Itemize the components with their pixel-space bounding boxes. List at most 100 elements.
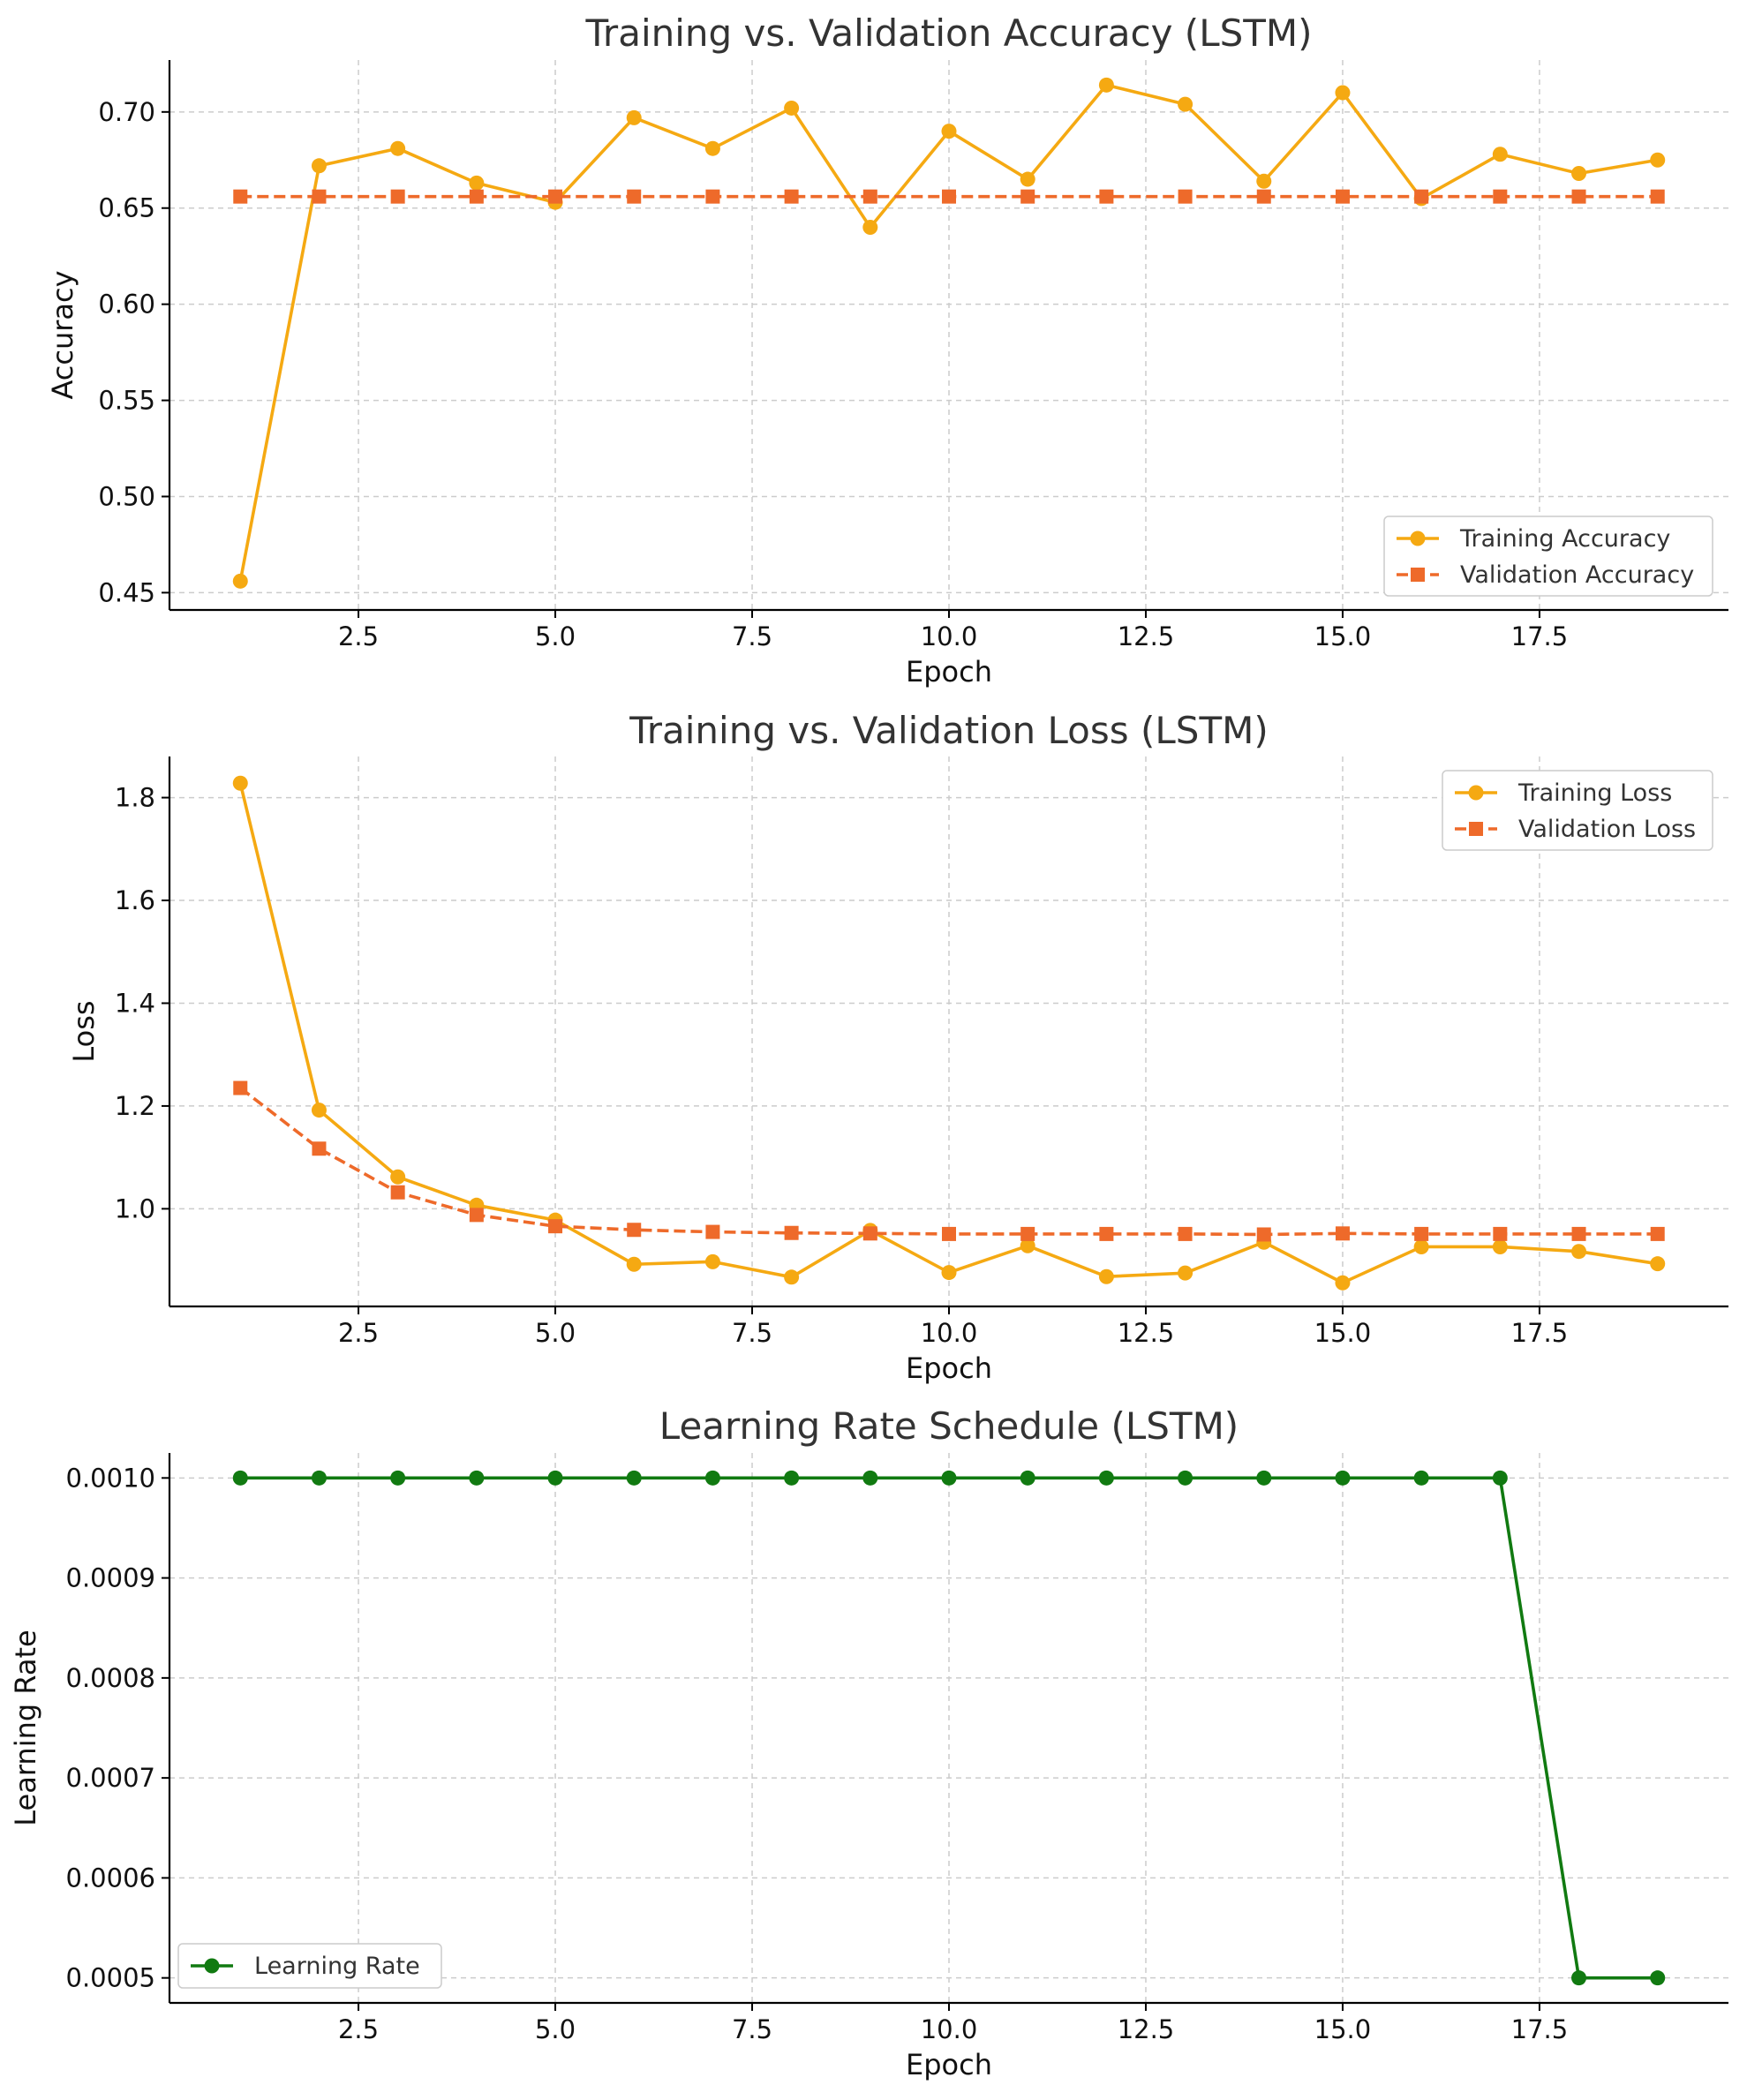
x-tick-label: 5.0 (535, 2014, 576, 2044)
y-tick-label: 1.8 (115, 783, 155, 813)
data-point-square (1099, 189, 1114, 204)
y-tick-label: 0.0010 (66, 1463, 155, 1493)
data-point-square (1335, 189, 1350, 204)
y-tick-label: 1.0 (115, 1193, 155, 1223)
x-tick-label: 5.0 (535, 621, 576, 651)
y-axis-label: Accuracy (46, 270, 79, 399)
data-point-circle (1098, 77, 1114, 93)
data-point-square (705, 189, 720, 204)
data-point-circle (704, 1470, 720, 1486)
data-point-circle (1020, 1238, 1035, 1253)
data-point-square (1571, 189, 1586, 204)
x-tick-label: 10.0 (921, 2014, 978, 2044)
data-point-square (548, 1219, 563, 1234)
chart-title: Learning Rate Schedule (LSTM) (659, 1404, 1239, 1448)
x-tick-label: 10.0 (921, 1318, 978, 1348)
data-point-circle (1413, 1470, 1429, 1486)
data-point-circle (1256, 173, 1272, 189)
x-axis-label: Epoch (906, 655, 992, 689)
data-point-square (312, 1141, 327, 1156)
data-point-circle (1650, 1256, 1666, 1272)
data-point-square (1414, 189, 1429, 204)
data-point-circle (1178, 1470, 1194, 1486)
y-tick-label: 0.55 (98, 386, 155, 416)
data-point-square (942, 189, 956, 204)
data-point-square (1256, 189, 1271, 204)
x-axis-label: Epoch (906, 2048, 992, 2081)
data-point-circle (1571, 1244, 1587, 1260)
x-tick-label: 17.5 (1511, 2014, 1569, 2044)
series-validation-loss (233, 1080, 1665, 1242)
data-point-square (1099, 1226, 1114, 1241)
legend-marker-circle (1410, 531, 1426, 546)
legend-label: Learning Rate (254, 1953, 420, 1980)
legend-label: Validation Loss (1518, 816, 1696, 843)
data-point-circle (1335, 1275, 1351, 1291)
legend: Learning Rate (177, 1943, 442, 1989)
data-point-square (1020, 189, 1035, 204)
y-tick-label: 0.45 (98, 577, 155, 607)
data-point-circle (1335, 85, 1351, 101)
data-point-square (1414, 1226, 1429, 1241)
y-tick-label: 1.6 (115, 885, 155, 915)
x-tick-label: 15.0 (1314, 621, 1372, 651)
data-point-circle (232, 573, 248, 589)
legend-marker-circle (204, 1958, 220, 1974)
y-tick-label: 0.70 (98, 97, 155, 127)
data-point-circle (1256, 1470, 1272, 1486)
data-point-circle (862, 220, 878, 236)
data-point-square (1650, 1226, 1665, 1241)
data-point-circle (311, 158, 327, 174)
data-point-circle (704, 1253, 720, 1269)
data-point-square (1020, 1226, 1035, 1241)
data-point-square (390, 189, 405, 204)
data-point-square (1571, 1226, 1586, 1241)
legend-label: Validation Accuracy (1460, 561, 1694, 589)
x-tick-label: 2.5 (338, 2014, 379, 2044)
data-point-circle (1335, 1470, 1351, 1486)
data-point-circle (1098, 1470, 1114, 1486)
y-tick-label: 0.50 (98, 481, 155, 511)
legend-box (1442, 770, 1713, 851)
y-axis-label: Learning Rate (9, 1630, 42, 1825)
data-point-circle (1650, 152, 1666, 168)
data-point-square (862, 1226, 877, 1241)
data-point-circle (784, 1269, 800, 1285)
data-point-circle (390, 1470, 406, 1486)
data-point-circle (469, 175, 485, 191)
legend-marker-square (1411, 568, 1425, 582)
x-tick-label: 2.5 (338, 1318, 379, 1348)
y-tick-label: 1.2 (115, 1091, 155, 1121)
series-validation-accuracy (233, 189, 1665, 204)
data-point-circle (1020, 1470, 1035, 1486)
data-point-square (705, 1224, 720, 1239)
data-point-circle (784, 100, 800, 116)
chart-panel-1: Training vs. Validation Accuracy (LSTM) 2… (46, 11, 1728, 689)
data-point-circle (232, 1470, 248, 1486)
x-tick-label: 10.0 (921, 621, 978, 651)
data-point-square (1256, 1227, 1271, 1242)
data-point-circle (547, 1470, 563, 1486)
x-tick-label: 15.0 (1314, 2014, 1372, 2044)
legend-marker-square (1469, 822, 1483, 836)
y-tick-label: 0.0005 (66, 1963, 155, 1993)
data-point-circle (1492, 1238, 1508, 1254)
legend: Training Accuracy Validation Accuracy (1383, 516, 1713, 597)
x-tick-label: 7.5 (732, 2014, 772, 2044)
data-point-circle (1492, 1470, 1508, 1486)
data-point-circle (626, 1256, 642, 1272)
data-point-circle (469, 1470, 485, 1486)
data-point-circle (941, 124, 957, 139)
x-tick-label: 7.5 (732, 1318, 772, 1348)
data-point-square (1650, 189, 1665, 204)
data-point-square (784, 189, 799, 204)
data-point-circle (941, 1470, 957, 1486)
y-tick-label: 0.0008 (66, 1663, 155, 1693)
data-point-square (233, 1080, 248, 1095)
data-point-square (1178, 189, 1193, 204)
y-tick-label: 1.4 (115, 988, 155, 1018)
chart-panel-3: Learning Rate Schedule (LSTM) 2.5 5.0 7.5 10… (9, 1404, 1728, 2081)
legend-label: Training Accuracy (1459, 525, 1670, 553)
legend-marker-circle (1468, 785, 1484, 801)
data-point-circle (941, 1265, 957, 1281)
